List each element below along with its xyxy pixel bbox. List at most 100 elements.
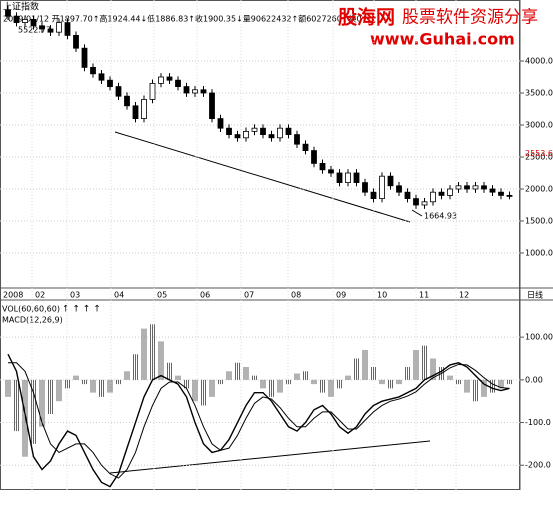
candle-body — [90, 66, 96, 75]
candle-body — [506, 194, 513, 197]
y-tick-label: 2500.0 — [525, 152, 553, 161]
trend-line — [109, 440, 431, 474]
candle-body — [47, 28, 54, 33]
candle-body — [370, 191, 377, 199]
chart-title: 上证指数 — [3, 1, 39, 13]
low-label: 1664.93 — [424, 212, 457, 221]
y-tick-label: 4000.0 — [525, 56, 553, 65]
x-tick-label: 11 — [419, 291, 429, 300]
y-tick-label: -100.0 — [525, 418, 551, 427]
dif-line — [7, 353, 510, 488]
x-tick-label: 12 — [459, 291, 469, 300]
x-tick-label: 03 — [70, 291, 80, 300]
candle-body — [13, 15, 20, 23]
candle-body — [311, 150, 317, 164]
candle-body — [141, 98, 147, 119]
x-tick-label: 日线 — [527, 290, 543, 300]
watermark-logo: 股海网 — [338, 6, 395, 29]
y-tick-label: 1500.0 — [525, 216, 553, 225]
x-tick-label: 10 — [377, 291, 387, 300]
watermark-slogan: 股票软件资源分享 — [402, 8, 538, 28]
y-tick-label: 3000.0 — [525, 120, 553, 129]
dea-line — [8, 362, 510, 479]
candle-body — [302, 143, 309, 151]
x-tick-label: 05 — [157, 291, 167, 300]
watermark-url: www.Guhai.com — [370, 30, 515, 49]
macd-label: MACD(12,26,9) — [2, 316, 63, 325]
candle-body — [498, 191, 504, 196]
x-tick-label: 08 — [291, 291, 301, 300]
candle-body — [39, 25, 45, 30]
x-tick-label: 02 — [35, 291, 45, 300]
candle-body — [294, 134, 300, 145]
candle-body — [226, 127, 232, 135]
candle-body — [124, 95, 130, 107]
candle-body — [387, 175, 394, 187]
candle-body — [64, 22, 71, 36]
candle-body — [489, 188, 496, 193]
y-tick-label: 3500.0 — [525, 88, 553, 97]
candle-body — [464, 185, 470, 190]
candle-body — [438, 191, 445, 196]
candle-body — [353, 172, 360, 183]
candle-body — [328, 169, 334, 174]
candle-body — [166, 76, 173, 81]
candle-body — [192, 89, 198, 94]
candle-body — [115, 86, 122, 97]
candle-body — [447, 188, 453, 196]
candle-body — [421, 201, 428, 206]
x-tick-label: 06 — [200, 291, 210, 300]
x-tick-label: 04 — [114, 291, 124, 300]
candle-body — [430, 191, 436, 203]
y-tick-label: 0.00 — [525, 375, 543, 384]
low-pointer — [411, 209, 423, 217]
candle-body — [158, 76, 164, 84]
high-label: 5522.77 — [18, 26, 51, 35]
last-price-label: 2553.6 — [525, 149, 553, 158]
trend-line — [114, 131, 411, 223]
candle-body — [209, 92, 215, 119]
candle-body — [260, 127, 266, 135]
candle-body — [396, 185, 402, 193]
x-tick-label: 09 — [336, 291, 346, 300]
candle-body — [336, 172, 343, 183]
candle-body — [183, 86, 190, 94]
candle-body — [22, 18, 28, 23]
x-tick-label: 07 — [244, 291, 254, 300]
candle-body — [285, 127, 292, 135]
candle-body — [217, 118, 224, 129]
candle-body — [175, 79, 181, 87]
candle-body — [56, 22, 62, 33]
y-tick-label: 2000.0 — [525, 184, 553, 193]
candle-body — [5, 9, 11, 17]
candle-body — [481, 185, 487, 190]
vol-label: VOL(60,60,60) — [2, 305, 60, 314]
y-tick-label: 1000.0 — [525, 248, 553, 257]
candle-body — [234, 134, 241, 139]
candle-body — [132, 105, 139, 119]
y-tick-label: 100.00 — [525, 333, 553, 342]
candle-body — [268, 134, 275, 139]
header-quote: 2009/01/12 开1897.70↑高1924.44↓低1886.83↑收1… — [3, 14, 368, 24]
candle-body — [98, 73, 105, 81]
candle-body — [251, 127, 258, 132]
x-tick-label: 2008 — [3, 291, 23, 300]
candle-body — [413, 198, 419, 206]
candle-body — [404, 191, 411, 199]
candle-body — [362, 182, 368, 193]
candle-body — [81, 47, 88, 68]
candle-body — [200, 89, 207, 94]
candle-body — [379, 175, 385, 199]
candle-body — [455, 185, 462, 190]
candle-body — [149, 82, 156, 100]
candle-body — [107, 79, 113, 87]
candle-body — [472, 185, 479, 190]
candle-body — [30, 18, 37, 27]
y-tick-label: -200.0 — [525, 461, 551, 470]
candle-body — [73, 34, 79, 49]
candle-body — [243, 130, 249, 139]
arrows: ↑ ↑ ↑ ↑ — [62, 305, 101, 315]
candle-body — [277, 127, 283, 139]
